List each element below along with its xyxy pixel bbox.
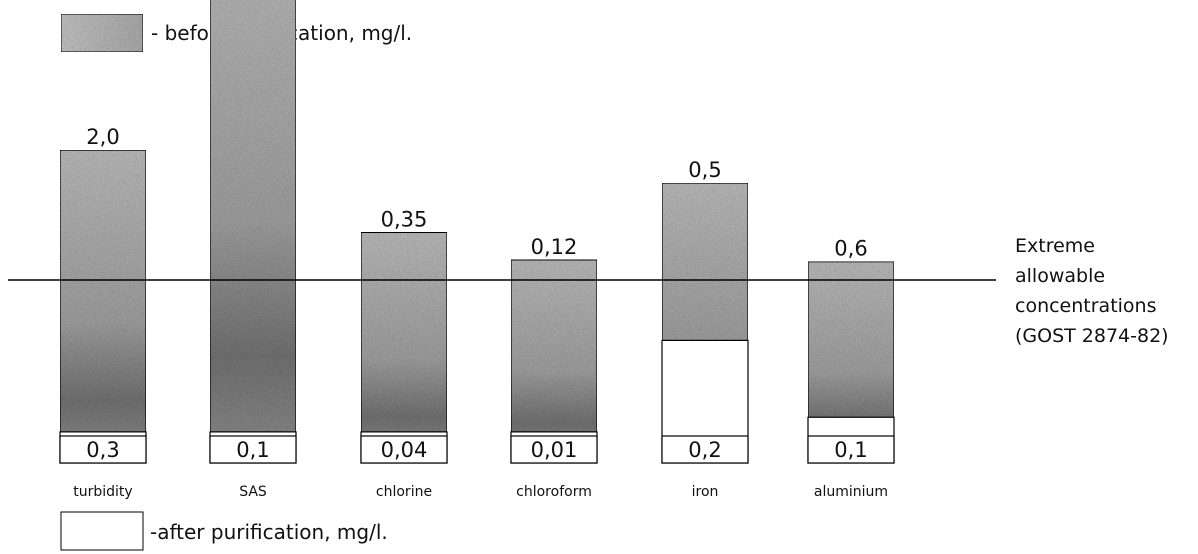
- category-label-iron: iron: [692, 484, 719, 500]
- legend-before-swatch: [60, 13, 144, 53]
- before-value-label-aluminium: 0,6: [834, 237, 867, 261]
- reference-label-line-1: Extreme: [1015, 235, 1095, 257]
- after-value-label-turbidity: 0,3: [86, 438, 119, 462]
- bar-before-turbidity: [59, 149, 147, 464]
- category-label-chlorine: chlorine: [376, 484, 432, 500]
- bars: 0,32,00,11,00,040,350,010,120,20,50,10,6: [59, 0, 895, 464]
- bar-before-SAS: [209, 0, 297, 464]
- after-value-box-turbidity: [59, 435, 147, 464]
- after-value-label-SAS: 0,1: [236, 438, 269, 462]
- before-value-label-iron: 0,5: [688, 158, 721, 182]
- before-value-label-chloroform: 0,12: [531, 235, 578, 259]
- legend-after-swatch: [60, 511, 144, 551]
- category-label-chloroform: chloroform: [516, 484, 592, 500]
- after-value-label-iron: 0,2: [688, 438, 721, 462]
- category-labels: turbidity SAS chlorine chloroform iron alumin…: [73, 484, 888, 500]
- legend-after-label: -after purification, mg/l.: [150, 520, 388, 544]
- after-value-box-chlorine: [360, 435, 448, 464]
- after-value-label-aluminium: 0,1: [834, 438, 867, 462]
- before-value-label-chlorine: 0,35: [381, 207, 428, 231]
- reference-label-line-2: allowable: [1015, 265, 1105, 287]
- legend-after: -after purification, mg/l.: [60, 511, 388, 551]
- reference-label-line-4: (GOST 2874-82): [1015, 325, 1169, 347]
- after-value-label-chlorine: 0,04: [381, 438, 428, 462]
- reference-line-label: Extreme allowable concentrations (GOST 2874…: [1015, 235, 1169, 347]
- category-label-turbidity: turbidity: [73, 484, 132, 500]
- after-value-box-chloroform: [510, 435, 598, 464]
- reference-label-line-3: concentrations: [1015, 295, 1157, 317]
- bar-before-chloroform: [510, 259, 598, 464]
- after-value-box-iron: [661, 435, 749, 464]
- category-label-aluminium: aluminium: [814, 484, 888, 500]
- after-value-label-chloroform: 0,01: [531, 438, 578, 462]
- category-label-SAS: SAS: [239, 484, 267, 500]
- bar-before-chlorine: [360, 231, 448, 464]
- before-value-label-turbidity: 2,0: [86, 125, 119, 149]
- after-value-box-SAS: [209, 435, 297, 464]
- after-value-box-aluminium: [807, 435, 895, 464]
